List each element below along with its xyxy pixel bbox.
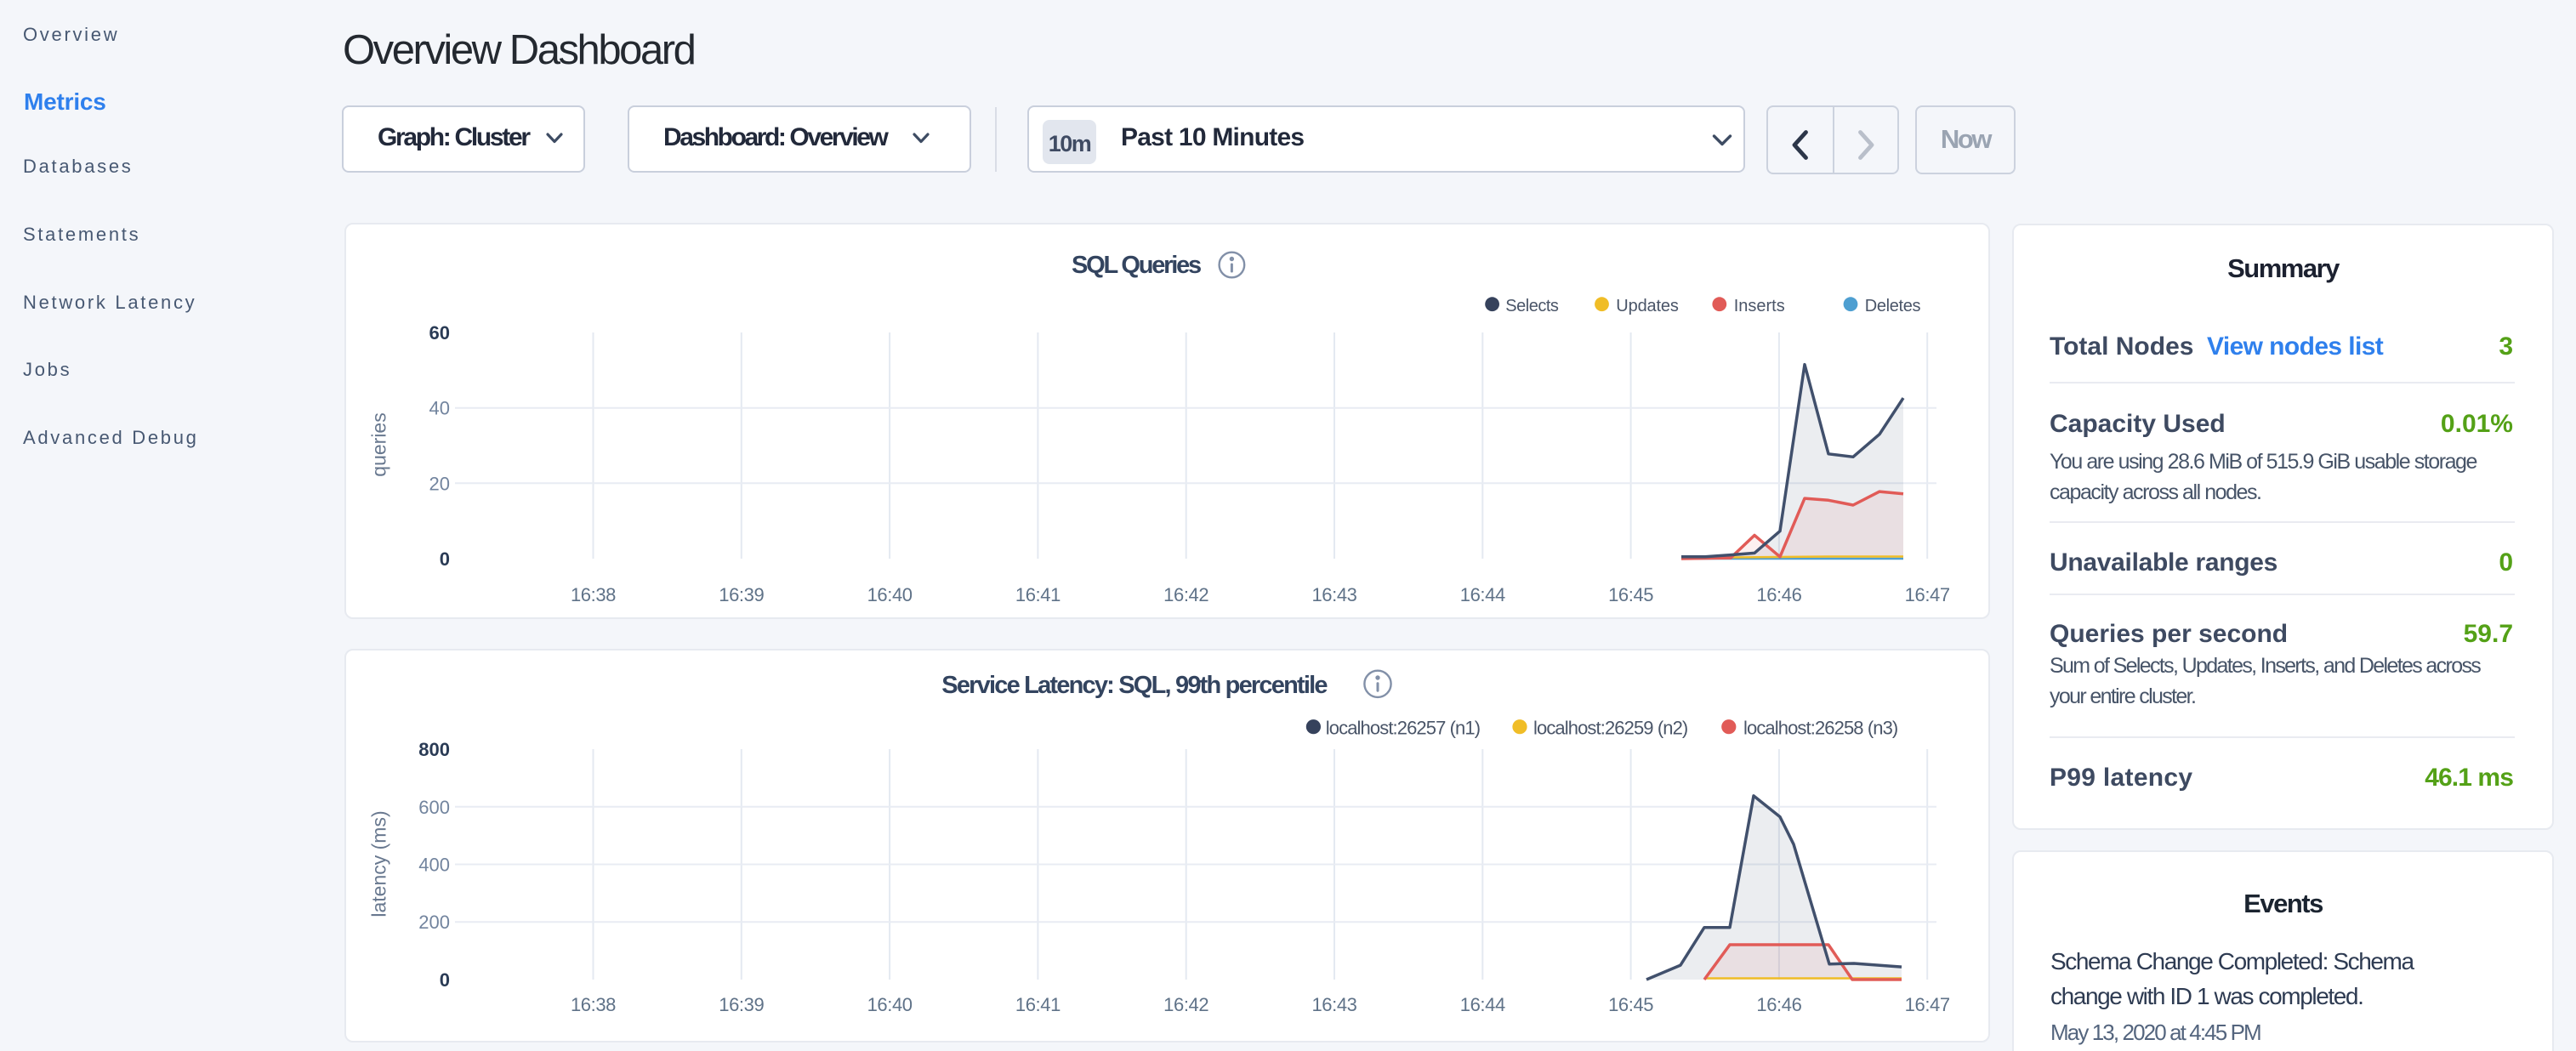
svg-text:Selects: Selects (1505, 297, 1559, 315)
svg-text:16:46: 16:46 (1756, 994, 1801, 1015)
svg-text:16:38: 16:38 (571, 994, 616, 1015)
svg-text:20: 20 (429, 473, 450, 494)
svg-text:16:42: 16:42 (1163, 994, 1208, 1015)
svg-text:0: 0 (440, 548, 450, 570)
svg-text:16:43: 16:43 (1311, 584, 1356, 605)
svg-text:16:45: 16:45 (1608, 994, 1653, 1015)
svg-text:16:38: 16:38 (571, 584, 616, 605)
svg-text:16:46: 16:46 (1756, 584, 1801, 605)
svg-text:localhost:26258 (n3): localhost:26258 (n3) (1743, 717, 1897, 738)
svg-text:localhost:26257 (n1): localhost:26257 (n1) (1326, 717, 1480, 738)
svg-text:16:42: 16:42 (1163, 584, 1208, 605)
svg-text:16:44: 16:44 (1460, 994, 1505, 1015)
svg-text:16:44: 16:44 (1460, 584, 1505, 605)
svg-text:Service Latency: SQL, 99th per: Service Latency: SQL, 99th percentile (941, 672, 1328, 699)
svg-text:400: 400 (418, 855, 450, 876)
svg-text:localhost:26259 (n2): localhost:26259 (n2) (1533, 717, 1687, 738)
svg-text:latency (ms): latency (ms) (368, 810, 390, 917)
svg-text:16:43: 16:43 (1311, 994, 1356, 1015)
svg-text:0: 0 (440, 969, 450, 991)
svg-text:800: 800 (418, 739, 450, 760)
svg-text:16:40: 16:40 (867, 994, 913, 1015)
svg-text:16:39: 16:39 (719, 584, 764, 605)
svg-text:16:47: 16:47 (1905, 994, 1950, 1015)
svg-text:16:41: 16:41 (1015, 584, 1061, 605)
svg-text:16:47: 16:47 (1905, 584, 1950, 605)
svg-text:600: 600 (418, 797, 450, 818)
svg-text:16:45: 16:45 (1608, 584, 1653, 605)
svg-text:16:41: 16:41 (1015, 994, 1061, 1015)
svg-text:40: 40 (429, 398, 450, 419)
svg-text:queries: queries (368, 412, 390, 476)
svg-text:200: 200 (418, 912, 450, 933)
svg-text:60: 60 (429, 322, 450, 344)
svg-text:SQL Queries: SQL Queries (1072, 252, 1201, 279)
svg-text:16:40: 16:40 (867, 584, 913, 605)
svg-text:Inserts: Inserts (1734, 297, 1785, 315)
svg-text:16:39: 16:39 (719, 994, 764, 1015)
svg-text:Deletes: Deletes (1865, 297, 1921, 315)
svg-text:Updates: Updates (1616, 297, 1679, 315)
